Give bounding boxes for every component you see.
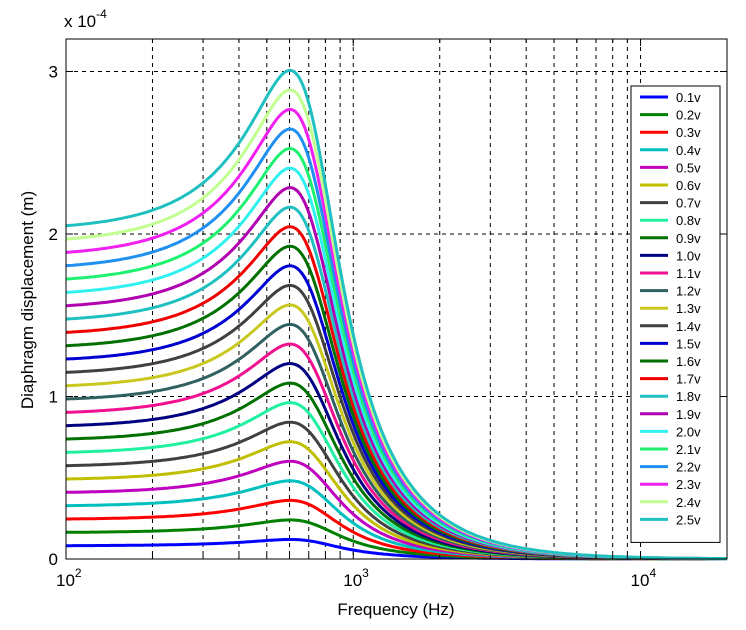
legend-label: 0.1v [676, 90, 701, 105]
ticks [66, 39, 727, 560]
y-tick-label: 2 [49, 225, 58, 244]
legend-label: 1.0v [676, 248, 701, 263]
x-tick-label-base: 10 [343, 571, 362, 590]
plot-frame [65, 38, 728, 560]
x-tick-label-base: 10 [631, 571, 650, 590]
x-tick-label: 102 [56, 566, 82, 590]
y-axis-label: Diaphragm displacement (m) [18, 191, 37, 409]
x-tick-label-base: 10 [56, 571, 75, 590]
legend-label: 1.1v [676, 266, 701, 281]
y-tick-label: 0 [49, 550, 58, 569]
legend-label: 1.5v [676, 336, 701, 351]
y-tick-label: 1 [49, 388, 58, 407]
legend-label: 2.0v [676, 424, 701, 439]
legend-label: 1.9v [676, 407, 701, 422]
legend-label: 1.2v [676, 284, 701, 299]
x-axis-label: Frequency (Hz) [337, 600, 454, 619]
legend-label: 1.7v [676, 372, 701, 387]
series-line-2.5v [65, 68, 727, 561]
x-tick-label-exponent: 3 [362, 566, 369, 580]
x-tick-label: 104 [631, 566, 657, 590]
y-multiplier-label: x 10-4 [64, 7, 107, 31]
legend-label: 0.6v [676, 178, 701, 193]
legend-label: 0.3v [676, 125, 701, 140]
y-multiplier-exponent: -4 [96, 7, 107, 21]
legend-label: 0.2v [676, 108, 701, 123]
x-tick-label-exponent: 4 [649, 566, 656, 580]
legend-label: 1.6v [676, 354, 701, 369]
x-tick-label-exponent: 2 [75, 566, 82, 580]
legend-label: 0.4v [676, 143, 701, 158]
x-tick-label: 103 [343, 566, 369, 590]
x-tick-labels: 102 103 104 [56, 566, 656, 590]
y-tick-label: 3 [49, 63, 58, 82]
legend-label: 2.1v [676, 442, 701, 457]
legend-label: 2.3v [676, 477, 701, 492]
legend-label: 0.5v [676, 160, 701, 175]
legend-label: 1.3v [676, 301, 701, 316]
legend-label: 1.8v [676, 389, 701, 404]
legend-label: 2.5v [676, 512, 701, 527]
legend-label: 0.7v [676, 196, 701, 211]
y-tick-labels: 0 1 2 3 [49, 63, 58, 570]
legend-label: 1.4v [676, 319, 701, 334]
legend-label: 0.9v [676, 231, 701, 246]
legend-label: 0.8v [676, 213, 701, 228]
legend: 0.1v 0.2v 0.3v 0.4v 0.5v 0.6v 0.7v 0.8v 0.9v 1.0v… [630, 85, 721, 543]
y-multiplier-base: x 10 [64, 12, 96, 31]
legend-label: 2.2v [676, 460, 701, 475]
legend-label: 2.4v [676, 495, 701, 510]
